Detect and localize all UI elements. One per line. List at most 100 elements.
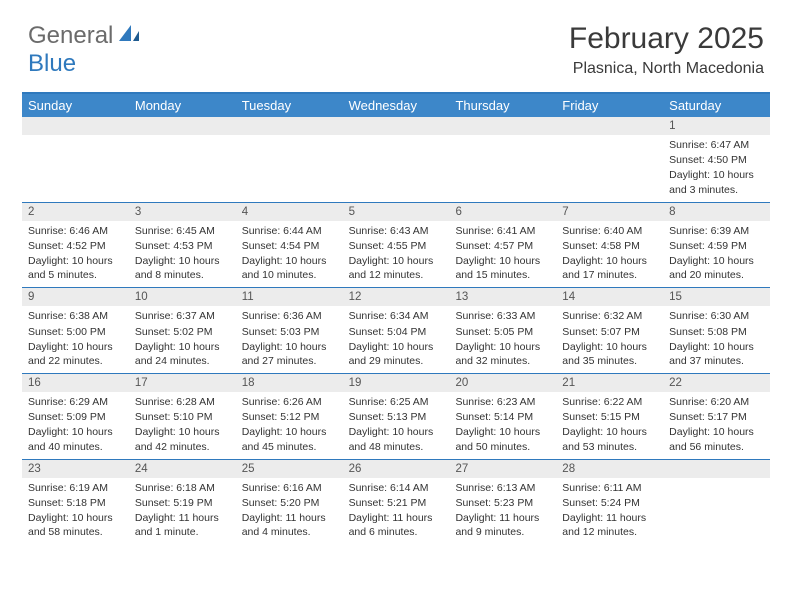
- day-body: Sunrise: 6:47 AMSunset: 4:50 PMDaylight:…: [663, 135, 770, 202]
- day-body: Sunrise: 6:16 AMSunset: 5:20 PMDaylight:…: [236, 478, 343, 545]
- day-body: Sunrise: 6:44 AMSunset: 4:54 PMDaylight:…: [236, 221, 343, 288]
- day-body: Sunrise: 6:41 AMSunset: 4:57 PMDaylight:…: [449, 221, 556, 288]
- day-cell: [22, 117, 129, 202]
- day-body: Sunrise: 6:45 AMSunset: 4:53 PMDaylight:…: [129, 221, 236, 288]
- day-number: 15: [663, 288, 770, 306]
- sunrise-text: Sunrise: 6:34 AM: [349, 309, 444, 323]
- day-number: 4: [236, 203, 343, 221]
- day-number: 28: [556, 460, 663, 478]
- sunrise-text: Sunrise: 6:20 AM: [669, 395, 764, 409]
- day-number: 14: [556, 288, 663, 306]
- header: General February 2025 Plasnica, North Ma…: [0, 0, 792, 86]
- sunrise-text: Sunrise: 6:39 AM: [669, 224, 764, 238]
- day-cell: 6Sunrise: 6:41 AMSunset: 4:57 PMDaylight…: [449, 203, 556, 288]
- day-body: Sunrise: 6:29 AMSunset: 5:09 PMDaylight:…: [22, 392, 129, 459]
- daylight-text: Daylight: 10 hours and 24 minutes.: [135, 340, 230, 368]
- day-cell: 3Sunrise: 6:45 AMSunset: 4:53 PMDaylight…: [129, 203, 236, 288]
- day-number: 9: [22, 288, 129, 306]
- day-body: [556, 135, 663, 142]
- weekday-header: Sunday: [22, 94, 129, 117]
- day-body: Sunrise: 6:40 AMSunset: 4:58 PMDaylight:…: [556, 221, 663, 288]
- day-cell: 12Sunrise: 6:34 AMSunset: 5:04 PMDayligh…: [343, 288, 450, 373]
- day-number: 27: [449, 460, 556, 478]
- day-cell: 28Sunrise: 6:11 AMSunset: 5:24 PMDayligh…: [556, 460, 663, 545]
- daylight-text: Daylight: 10 hours and 29 minutes.: [349, 340, 444, 368]
- sunset-text: Sunset: 5:12 PM: [242, 410, 337, 424]
- day-body: Sunrise: 6:14 AMSunset: 5:21 PMDaylight:…: [343, 478, 450, 545]
- day-cell: 5Sunrise: 6:43 AMSunset: 4:55 PMDaylight…: [343, 203, 450, 288]
- day-cell: 10Sunrise: 6:37 AMSunset: 5:02 PMDayligh…: [129, 288, 236, 373]
- sunrise-text: Sunrise: 6:16 AM: [242, 481, 337, 495]
- daylight-text: Daylight: 11 hours and 1 minute.: [135, 511, 230, 539]
- sunset-text: Sunset: 5:18 PM: [28, 496, 123, 510]
- sunrise-text: Sunrise: 6:33 AM: [455, 309, 550, 323]
- daylight-text: Daylight: 10 hours and 37 minutes.: [669, 340, 764, 368]
- sunset-text: Sunset: 5:04 PM: [349, 325, 444, 339]
- day-body: [129, 135, 236, 142]
- day-cell: [556, 117, 663, 202]
- sunset-text: Sunset: 5:19 PM: [135, 496, 230, 510]
- day-number: 2: [22, 203, 129, 221]
- sunset-text: Sunset: 5:05 PM: [455, 325, 550, 339]
- sunset-text: Sunset: 5:00 PM: [28, 325, 123, 339]
- day-cell: 20Sunrise: 6:23 AMSunset: 5:14 PMDayligh…: [449, 374, 556, 459]
- day-body: Sunrise: 6:23 AMSunset: 5:14 PMDaylight:…: [449, 392, 556, 459]
- day-body: Sunrise: 6:32 AMSunset: 5:07 PMDaylight:…: [556, 306, 663, 373]
- weekday-header: Friday: [556, 94, 663, 117]
- day-number: [22, 117, 129, 135]
- day-number: [449, 117, 556, 135]
- day-body: Sunrise: 6:13 AMSunset: 5:23 PMDaylight:…: [449, 478, 556, 545]
- sunrise-text: Sunrise: 6:46 AM: [28, 224, 123, 238]
- sunrise-text: Sunrise: 6:30 AM: [669, 309, 764, 323]
- day-number: 21: [556, 374, 663, 392]
- day-cell: 2Sunrise: 6:46 AMSunset: 4:52 PMDaylight…: [22, 203, 129, 288]
- week-row: 1Sunrise: 6:47 AMSunset: 4:50 PMDaylight…: [22, 117, 770, 203]
- daylight-text: Daylight: 10 hours and 32 minutes.: [455, 340, 550, 368]
- day-body: Sunrise: 6:38 AMSunset: 5:00 PMDaylight:…: [22, 306, 129, 373]
- day-cell: 26Sunrise: 6:14 AMSunset: 5:21 PMDayligh…: [343, 460, 450, 545]
- day-number: 25: [236, 460, 343, 478]
- sunset-text: Sunset: 4:55 PM: [349, 239, 444, 253]
- daylight-text: Daylight: 10 hours and 15 minutes.: [455, 254, 550, 282]
- sunset-text: Sunset: 5:21 PM: [349, 496, 444, 510]
- day-body: Sunrise: 6:39 AMSunset: 4:59 PMDaylight:…: [663, 221, 770, 288]
- day-cell: 4Sunrise: 6:44 AMSunset: 4:54 PMDaylight…: [236, 203, 343, 288]
- day-number: 8: [663, 203, 770, 221]
- day-body: [343, 135, 450, 142]
- day-cell: 8Sunrise: 6:39 AMSunset: 4:59 PMDaylight…: [663, 203, 770, 288]
- daylight-text: Daylight: 10 hours and 45 minutes.: [242, 425, 337, 453]
- day-cell: 21Sunrise: 6:22 AMSunset: 5:15 PMDayligh…: [556, 374, 663, 459]
- sunset-text: Sunset: 4:50 PM: [669, 153, 764, 167]
- day-cell: 11Sunrise: 6:36 AMSunset: 5:03 PMDayligh…: [236, 288, 343, 373]
- sunset-text: Sunset: 4:59 PM: [669, 239, 764, 253]
- day-body: Sunrise: 6:25 AMSunset: 5:13 PMDaylight:…: [343, 392, 450, 459]
- day-number: 13: [449, 288, 556, 306]
- day-number: 6: [449, 203, 556, 221]
- day-body: Sunrise: 6:20 AMSunset: 5:17 PMDaylight:…: [663, 392, 770, 459]
- day-number: 5: [343, 203, 450, 221]
- sunset-text: Sunset: 5:13 PM: [349, 410, 444, 424]
- sunrise-text: Sunrise: 6:44 AM: [242, 224, 337, 238]
- sunset-text: Sunset: 5:23 PM: [455, 496, 550, 510]
- weekday-header: Tuesday: [236, 94, 343, 117]
- daylight-text: Daylight: 10 hours and 58 minutes.: [28, 511, 123, 539]
- daylight-text: Daylight: 10 hours and 53 minutes.: [562, 425, 657, 453]
- day-cell: 17Sunrise: 6:28 AMSunset: 5:10 PMDayligh…: [129, 374, 236, 459]
- weekday-header-row: Sunday Monday Tuesday Wednesday Thursday…: [22, 94, 770, 117]
- day-body: [663, 478, 770, 485]
- day-cell: 25Sunrise: 6:16 AMSunset: 5:20 PMDayligh…: [236, 460, 343, 545]
- daylight-text: Daylight: 10 hours and 50 minutes.: [455, 425, 550, 453]
- day-cell: 18Sunrise: 6:26 AMSunset: 5:12 PMDayligh…: [236, 374, 343, 459]
- day-cell: 9Sunrise: 6:38 AMSunset: 5:00 PMDaylight…: [22, 288, 129, 373]
- logo: General: [28, 22, 143, 50]
- day-body: Sunrise: 6:11 AMSunset: 5:24 PMDaylight:…: [556, 478, 663, 545]
- sunrise-text: Sunrise: 6:45 AM: [135, 224, 230, 238]
- sunset-text: Sunset: 4:58 PM: [562, 239, 657, 253]
- day-body: Sunrise: 6:26 AMSunset: 5:12 PMDaylight:…: [236, 392, 343, 459]
- sunrise-text: Sunrise: 6:28 AM: [135, 395, 230, 409]
- day-number: 10: [129, 288, 236, 306]
- day-body: Sunrise: 6:22 AMSunset: 5:15 PMDaylight:…: [556, 392, 663, 459]
- day-number: 3: [129, 203, 236, 221]
- day-body: [236, 135, 343, 142]
- daylight-text: Daylight: 10 hours and 42 minutes.: [135, 425, 230, 453]
